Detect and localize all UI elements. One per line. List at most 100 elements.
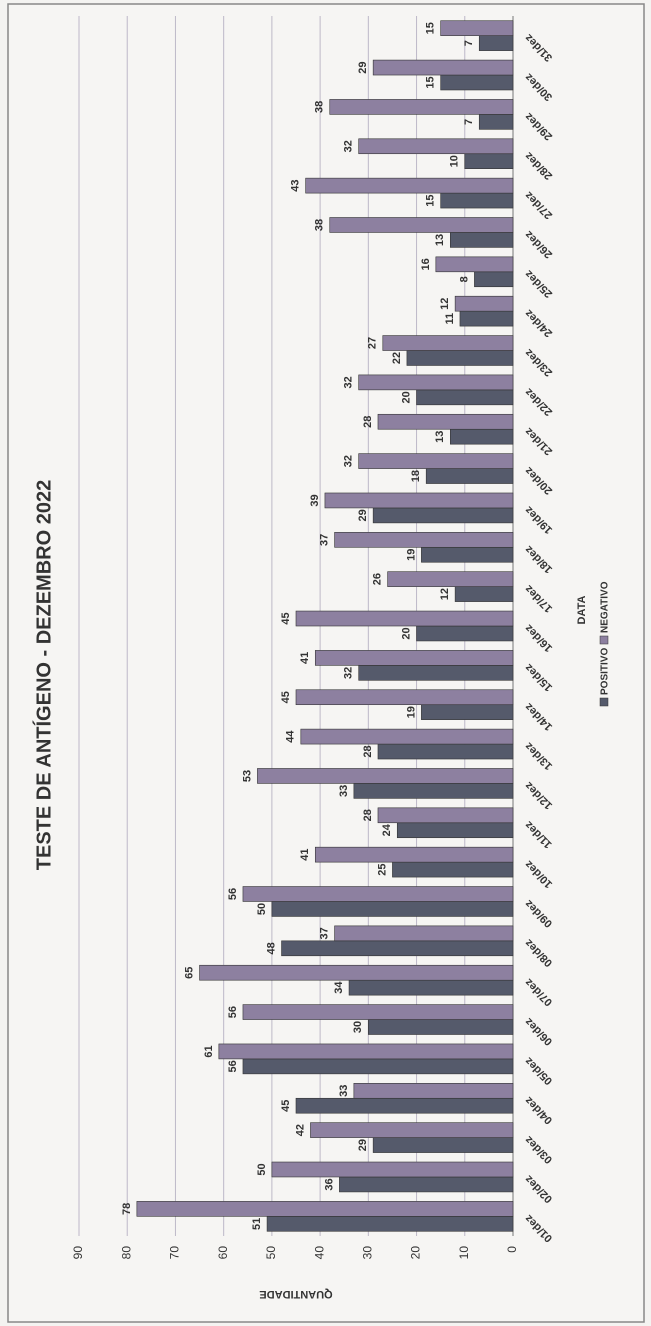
data-label: 50 (256, 903, 268, 915)
bar (450, 232, 514, 248)
bar (454, 586, 514, 602)
bar (377, 807, 514, 824)
y-tick-label: 20 (409, 1246, 423, 1260)
bar (300, 728, 514, 745)
y-tick-label: 70 (168, 1246, 182, 1260)
bar (464, 153, 514, 169)
data-label: 33 (338, 785, 350, 797)
bar (372, 1137, 514, 1153)
data-label: 37 (318, 927, 330, 939)
bar (459, 310, 514, 327)
chart-title: TESTE DE ANTÍGENO - DEZEMBRO 2022 (32, 480, 55, 870)
bar (329, 217, 514, 233)
x-axis-label: DATA (576, 595, 588, 624)
data-label: 43 (290, 179, 302, 191)
data-label: 29 (357, 61, 369, 73)
data-label: 7 (463, 119, 475, 125)
data-label: 44 (285, 730, 297, 743)
data-label: 15 (425, 194, 437, 206)
data-label: 8 (458, 276, 470, 282)
data-label: 32 (343, 455, 355, 467)
bar (242, 1058, 514, 1075)
data-label: 18 (410, 470, 422, 482)
bar (425, 468, 514, 484)
bar (295, 610, 514, 627)
data-label: 10 (449, 155, 461, 167)
bar (358, 453, 514, 469)
data-label: 51 (251, 1218, 263, 1230)
data-label: 41 (299, 652, 311, 664)
data-label: 78 (121, 1203, 133, 1215)
legend-swatch (599, 635, 609, 645)
data-label: 7 (463, 40, 475, 46)
bar (416, 625, 514, 642)
data-label: 13 (434, 431, 446, 443)
data-label: 19 (405, 706, 417, 718)
bar (348, 979, 514, 996)
y-tick-label: 50 (264, 1246, 278, 1260)
bar (271, 1161, 514, 1178)
data-label: 15 (425, 76, 437, 88)
data-label: 20 (400, 627, 412, 639)
bar (281, 940, 514, 957)
bar (478, 114, 514, 130)
data-label: 26 (372, 573, 384, 585)
data-label: 36 (323, 1178, 335, 1190)
data-label: 32 (343, 667, 355, 679)
bar (454, 295, 514, 312)
y-axis-label: QUANTIDADE (259, 1288, 332, 1300)
y-tick-label: 30 (361, 1246, 375, 1260)
bar (334, 925, 514, 942)
legend-swatch (599, 697, 609, 707)
data-label: 30 (352, 1021, 364, 1033)
data-label: 28 (362, 416, 374, 428)
bar (271, 901, 514, 917)
bar (257, 768, 514, 784)
data-label: 50 (256, 1163, 268, 1175)
y-tick-label: 40 (312, 1246, 326, 1260)
data-label: 19 (405, 549, 417, 561)
data-label: 41 (299, 849, 311, 861)
y-tick-label: 0 (505, 1246, 519, 1253)
bar (310, 1122, 514, 1138)
bar (372, 507, 514, 524)
data-label: 27 (367, 337, 379, 349)
bar (266, 1216, 514, 1232)
bar (218, 1043, 514, 1060)
data-label: 61 (203, 1045, 215, 1057)
y-tick-label: 10 (457, 1246, 471, 1260)
bar (377, 743, 514, 760)
data-label: 65 (183, 967, 195, 979)
bar (368, 1019, 514, 1035)
bar (440, 20, 514, 36)
legend-label: POSITIVO (600, 648, 611, 695)
data-label: 13 (434, 234, 446, 246)
data-label: 45 (280, 612, 292, 624)
bar (305, 177, 514, 194)
bar (440, 74, 514, 91)
bar (396, 822, 514, 839)
data-label: 24 (381, 823, 393, 836)
data-label: 12 (439, 298, 451, 310)
data-label: 45 (280, 1100, 292, 1112)
bar (353, 783, 514, 799)
bar (377, 413, 514, 430)
data-label: 56 (227, 1060, 239, 1072)
y-tick-label: 90 (71, 1246, 85, 1260)
bar (435, 256, 514, 273)
bar (421, 704, 514, 720)
bar (382, 335, 514, 351)
data-label: 48 (265, 942, 277, 954)
bar (242, 886, 514, 902)
data-label: 29 (357, 1139, 369, 1151)
bar (358, 665, 514, 681)
data-label: 45 (280, 691, 292, 703)
data-label: 42 (294, 1124, 306, 1136)
bar (358, 374, 514, 391)
data-label: 38 (314, 219, 326, 231)
bar (324, 492, 514, 509)
bar (136, 1201, 514, 1217)
bar (474, 271, 514, 288)
bar (295, 1097, 514, 1114)
